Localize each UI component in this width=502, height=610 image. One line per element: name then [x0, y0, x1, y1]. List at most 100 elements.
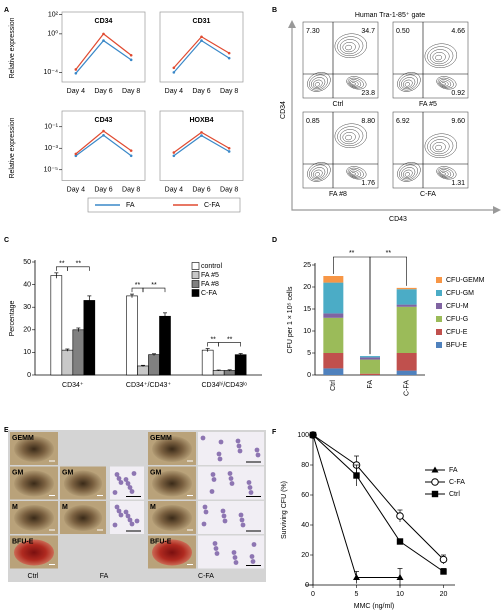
significance-label: ** — [151, 282, 157, 289]
chart-title: CD43 — [95, 117, 113, 124]
cell — [203, 509, 209, 515]
legend-swatch — [191, 280, 200, 288]
legend-box — [87, 197, 241, 213]
contour — [314, 82, 320, 87]
cell — [127, 485, 133, 490]
legend-swatch — [436, 342, 442, 348]
sample-label: FA #8 — [329, 191, 347, 198]
contour — [334, 123, 367, 148]
contour — [436, 76, 457, 90]
legend-swatch — [191, 271, 200, 279]
bar — [126, 295, 138, 376]
quadrant-value: 1.76 — [361, 180, 375, 187]
contour — [314, 172, 320, 177]
bar-segment — [323, 276, 344, 283]
bar — [50, 275, 63, 376]
cell — [200, 435, 206, 441]
cell — [249, 554, 255, 559]
legend-swatch — [436, 329, 442, 335]
marker — [74, 152, 78, 156]
x-tick-label: CD34⁺/CD43⁺ — [126, 382, 171, 389]
x-tick-label: Day 4 — [67, 88, 85, 95]
legend-label: CFU-GEMM — [446, 277, 485, 284]
significance-label: ** — [76, 261, 82, 268]
cell — [214, 551, 220, 556]
contour — [432, 52, 446, 63]
cell — [210, 472, 216, 477]
quadrant-value: 8.80 — [361, 118, 375, 125]
legend-swatch — [436, 303, 442, 309]
significance-bracket — [142, 287, 166, 293]
x-tick-label: Day 6 — [192, 88, 210, 95]
contour — [339, 129, 360, 145]
cell — [255, 452, 261, 458]
colony-label: GM — [62, 469, 73, 476]
legend-label: FA — [126, 202, 135, 209]
flow-plot — [302, 21, 379, 99]
cell — [216, 451, 222, 457]
legend-label: FA — [449, 467, 458, 474]
y-tick-label: 60 — [301, 492, 309, 499]
contour — [437, 167, 454, 179]
contour — [351, 82, 356, 86]
legend-label: CFU-M — [446, 303, 469, 310]
x-tick-label: Day 8 — [220, 186, 238, 193]
significance-bracket — [67, 266, 90, 271]
contour — [435, 144, 442, 151]
cell — [202, 504, 208, 510]
y-tick-label: 0 — [305, 582, 309, 589]
cell — [112, 490, 118, 495]
contour — [424, 133, 457, 158]
marker — [396, 538, 404, 545]
y-tick-label: 20 — [23, 327, 31, 334]
y-tick-label: 50 — [23, 259, 31, 266]
cell — [129, 521, 135, 527]
colony — [14, 470, 54, 497]
y-tick-label: 0 — [307, 372, 311, 379]
flow-y-label: CD34 — [280, 101, 287, 119]
axis-arrow — [288, 20, 296, 28]
bar-segment — [396, 370, 417, 375]
plot-frame — [159, 11, 244, 83]
panel-label: A — [4, 7, 9, 14]
contour — [427, 46, 454, 67]
marker — [200, 134, 203, 137]
significance-label: ** — [135, 282, 141, 289]
y-tick-label: 10⁻¹ — [44, 124, 58, 131]
chart-title: CD34 — [95, 18, 113, 25]
contour — [399, 164, 418, 181]
marker — [227, 56, 231, 60]
bar — [83, 300, 96, 376]
marker — [227, 51, 231, 55]
contour — [440, 170, 449, 177]
marker — [440, 568, 447, 575]
significance-label: ** — [210, 336, 216, 343]
contour — [401, 167, 416, 180]
quadrant-value: 0.85 — [306, 118, 320, 125]
x-tick-label: CD34ʰⁱ/CD43ˡᵒ — [201, 381, 247, 389]
cell — [220, 508, 226, 514]
y-tick-label: 10 — [303, 328, 311, 335]
contour — [438, 169, 452, 178]
significance-bracket — [218, 342, 241, 347]
legend-label: C-FA — [449, 479, 465, 486]
y-tick-label: 100 — [297, 432, 309, 439]
cell — [231, 550, 237, 555]
significance-label: ** — [59, 261, 65, 268]
x-tick-label: Ctrl — [330, 380, 337, 391]
colony — [152, 436, 192, 462]
y-tick-label: 40 — [23, 281, 31, 288]
cell — [237, 448, 243, 454]
contour — [429, 139, 450, 155]
y-tick-label: 20 — [301, 552, 309, 559]
series-line — [312, 434, 444, 572]
cell — [251, 542, 257, 547]
contour — [342, 42, 356, 53]
bar-segment — [396, 353, 417, 371]
bar — [137, 365, 149, 376]
marker — [74, 68, 78, 71]
colony — [63, 470, 103, 497]
contour — [432, 142, 446, 153]
y-axis-label: Relative expression — [9, 17, 16, 78]
contour — [436, 166, 457, 180]
